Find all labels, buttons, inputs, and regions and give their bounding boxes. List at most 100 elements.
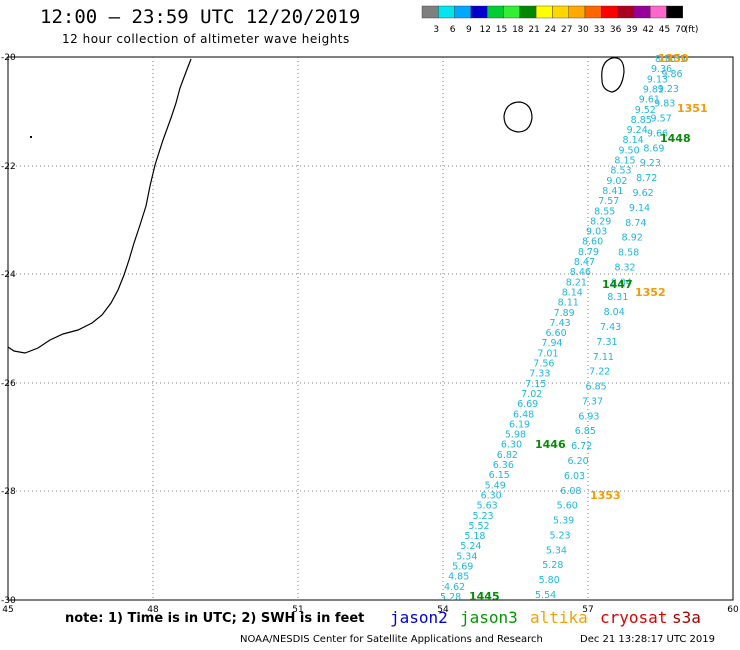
track-b-value: 9.86 <box>661 69 682 80</box>
track-b-value: 5.39 <box>553 516 574 527</box>
scale-label: 42 <box>642 25 653 35</box>
scale-label: 30 <box>577 25 589 35</box>
track-a-value: 5.28 <box>440 592 461 603</box>
satellite-label-altika: altika <box>530 608 588 627</box>
track-a-value: 8.85 <box>631 115 652 126</box>
scale-swatch <box>601 5 618 19</box>
pass-number-label: 1351 <box>677 102 708 115</box>
scale-label: 9 <box>466 25 472 35</box>
track-a-value: 6.36 <box>493 460 514 471</box>
track-a-value: 7.94 <box>541 338 562 349</box>
pass-number-label: 1447 <box>602 278 633 291</box>
track-b-value: 5.54 <box>535 590 556 601</box>
scale-label: 24 <box>545 25 557 35</box>
scale-label: 12 <box>479 25 490 35</box>
track-a-value: 8.47 <box>574 257 595 268</box>
track-a-value: 8.11 <box>558 298 579 309</box>
track-b-value: 8.32 <box>614 262 635 273</box>
track-b-value: 6.93 <box>578 411 599 422</box>
scale-swatch <box>535 5 553 19</box>
mauritius-outline <box>601 57 625 93</box>
scale-label: 27 <box>561 25 572 35</box>
track-a-value: 9.52 <box>635 105 656 116</box>
track-b-value: 7.43 <box>600 322 621 333</box>
track-b-value: 9.62 <box>633 188 654 199</box>
scale-swatch <box>438 5 455 19</box>
lon-tick-label: 60 <box>727 605 739 615</box>
scale-swatch <box>650 5 667 19</box>
lon-tick-label: 45 <box>2 605 13 615</box>
track-a-value: 9.61 <box>639 95 660 106</box>
pass-number-label: 1445 <box>469 590 500 603</box>
track-b-value: 8.74 <box>625 218 646 229</box>
scale-swatch <box>470 5 488 19</box>
track-a-value: 8.53 <box>610 166 631 177</box>
track-b-value: 5.60 <box>557 501 578 512</box>
track-b-value: 8.04 <box>611 277 632 288</box>
track-a-value: 8.14 <box>623 135 644 146</box>
scale-swatch <box>552 5 569 19</box>
track-b-value: 9.14 <box>629 203 650 214</box>
scale-label: 45 <box>659 25 670 35</box>
reunion-outline <box>503 101 533 133</box>
track-a-value: 6.30 <box>481 490 502 501</box>
pass-number-label: 1352 <box>635 286 666 299</box>
scale-unit: (ft) <box>685 25 699 35</box>
track-b-value: 5.28 <box>542 560 563 571</box>
track-a-value: 6.69 <box>517 399 538 410</box>
page-subtitle: 12 hour collection of altimeter wave hei… <box>62 32 350 46</box>
track-a-value: 7.33 <box>529 369 550 380</box>
scale-label: 3 <box>433 25 439 35</box>
track-b-value: 6.85 <box>575 426 596 437</box>
track-a-value: 5.24 <box>460 541 481 552</box>
track-b-value: 8.31 <box>607 292 628 303</box>
track-a-value: 4.62 <box>444 582 465 593</box>
scale-swatch <box>421 5 439 19</box>
track-b-value: 9.23 <box>658 84 679 95</box>
track-b-value: 9.66 <box>647 128 668 139</box>
track-a-value: 4.85 <box>448 572 469 583</box>
track-a-value: 8.29 <box>590 216 611 227</box>
scale-swatch <box>584 5 602 19</box>
track-b-value: 8.58 <box>618 248 639 259</box>
lon-tick-label: 51 <box>292 605 303 615</box>
track-a-value: 5.23 <box>472 511 493 522</box>
track-a-value: 8.15 <box>614 156 635 167</box>
scale-label: 21 <box>528 25 539 35</box>
lat-tick-label: -20 <box>1 53 16 63</box>
islet-marker <box>30 136 32 138</box>
satellite-label-cryosat: cryosat <box>600 608 668 627</box>
scale-swatch <box>617 5 635 19</box>
track-a-value: 6.15 <box>489 470 510 481</box>
lon-tick-label: 54 <box>437 605 449 615</box>
satellite-label-jason3: jason3 <box>460 608 518 627</box>
scale-swatch <box>666 5 683 19</box>
track-a-value: 9.24 <box>627 125 648 136</box>
lat-tick-label: -28 <box>1 487 16 497</box>
pass-number-label: 1446 <box>535 438 566 451</box>
track-b-value: 7.22 <box>589 367 610 378</box>
track-a-value: 5.63 <box>477 501 498 512</box>
track-a-value: 5.49 <box>485 480 506 491</box>
track-b-value: 9.23 <box>640 158 661 169</box>
scale-swatch <box>519 5 537 19</box>
track-a-value: 7.56 <box>533 359 554 370</box>
track-a-value: 8.21 <box>566 277 587 288</box>
track-a-value: 6.60 <box>545 328 566 339</box>
track-b-value: 7.37 <box>582 396 603 407</box>
scale-label: 6 <box>450 25 456 35</box>
track-a-value: 8.46 <box>570 267 591 278</box>
track-a-value: 7.01 <box>537 348 558 359</box>
lat-tick-label: -30 <box>1 596 16 606</box>
track-b-value: 5.34 <box>546 545 567 556</box>
track-a-value: 7.15 <box>525 379 546 390</box>
track-b-value: 7.31 <box>596 337 617 348</box>
track-a-value: 6.19 <box>509 419 530 430</box>
track-a-value: 5.52 <box>468 521 489 532</box>
map-frame <box>7 56 734 601</box>
page-title: 12:00 – 23:59 UTC 12/20/2019 <box>40 6 361 28</box>
track-a-value: 5.34 <box>456 551 477 562</box>
track-a-value: 8.14 <box>562 287 583 298</box>
